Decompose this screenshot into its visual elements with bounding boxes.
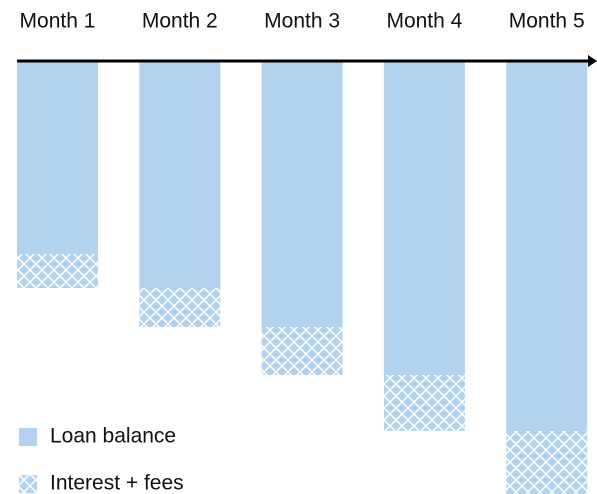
legend-swatch <box>19 428 37 446</box>
bar-segment <box>261 61 343 327</box>
legend-label: Loan balance <box>50 425 176 448</box>
legend-swatch <box>19 475 37 493</box>
x-tick-label: Month 5 <box>509 10 585 33</box>
bar-segment <box>261 327 343 375</box>
legend-label: Interest + fees <box>50 472 184 494</box>
bar-segment <box>506 61 588 431</box>
bar-segment <box>383 375 465 431</box>
bars <box>17 61 588 494</box>
bar-segment <box>506 431 588 494</box>
bar-segment <box>383 61 465 375</box>
bar-segment <box>139 288 221 327</box>
bar-segment <box>17 254 98 288</box>
x-tick-label: Month 4 <box>386 10 462 33</box>
bar-segment <box>17 61 98 254</box>
axis-arrow <box>588 55 597 67</box>
x-tick-label: Month 2 <box>142 10 218 33</box>
x-tick-label: Month 1 <box>20 10 96 33</box>
bar-segment <box>139 61 221 288</box>
x-tick-label: Month 3 <box>264 10 340 33</box>
